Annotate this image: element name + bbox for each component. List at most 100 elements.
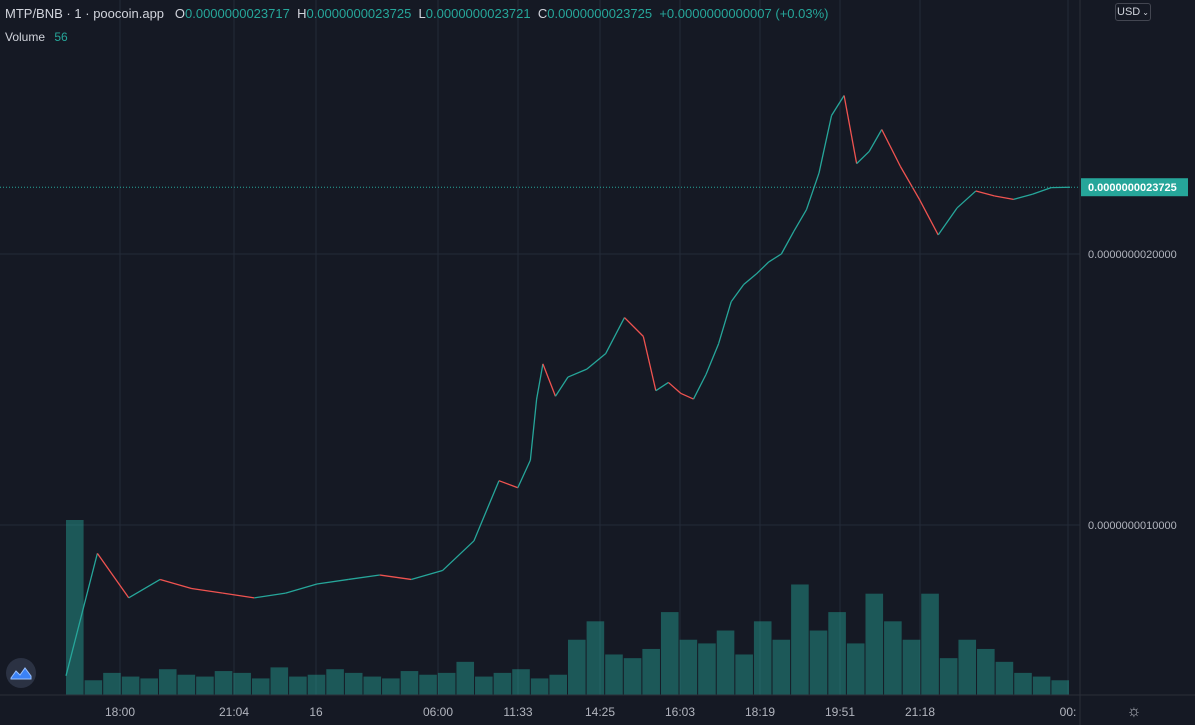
- price-segment: [956, 190, 977, 209]
- currency-selector[interactable]: USD ⌄: [1115, 3, 1151, 21]
- close-value: 0.0000000023725: [547, 6, 653, 21]
- price-segment: [379, 574, 412, 581]
- price-segment: [159, 578, 192, 590]
- x-tick-label: 18:00: [105, 705, 135, 719]
- volume-bar: [493, 672, 512, 695]
- volume-bar: [660, 612, 679, 695]
- currency-label: USD: [1117, 6, 1141, 18]
- price-segment: [567, 368, 588, 378]
- price-segment: [667, 381, 682, 394]
- change-value: +0.0000000000007 (+0.03%): [659, 6, 829, 21]
- y-tick-label: 0.0000000010000: [1088, 520, 1177, 532]
- x-tick-label: 11:33: [503, 705, 532, 719]
- price-segment: [624, 317, 644, 337]
- price-segment: [868, 129, 883, 152]
- x-tick-label: 18:19: [745, 705, 775, 719]
- price-segment: [994, 195, 1014, 200]
- volume-bar: [772, 639, 791, 695]
- x-tick-label: 16:03: [665, 705, 695, 719]
- volume-bar: [214, 671, 233, 695]
- volume-bar: [177, 674, 196, 695]
- last-price-label: 0.0000000023725: [1088, 182, 1177, 194]
- price-segment: [316, 578, 349, 585]
- volume-bar: [363, 676, 382, 695]
- volume-bar: [791, 584, 809, 695]
- high-value: 0.0000000023725: [306, 6, 412, 21]
- y-tick-label: 0.0000000020000: [1088, 249, 1177, 261]
- price-segment: [586, 353, 607, 370]
- price-segment: [900, 166, 920, 200]
- volume-bar: [568, 639, 586, 695]
- poocoin-logo-icon[interactable]: [6, 658, 36, 688]
- volume-bar: [66, 520, 84, 695]
- chart-legend: MTP/BNB · 1 · poocoin.app O0.00000000237…: [5, 6, 829, 21]
- price-segment: [605, 317, 626, 354]
- volume-bar: [344, 672, 363, 695]
- volume-bar: [121, 676, 140, 695]
- volume-bar: [326, 669, 344, 695]
- x-tick-label: 21:04: [219, 705, 249, 719]
- volume-bar: [809, 630, 828, 695]
- volume-legend: Volume 56: [5, 30, 68, 44]
- low-value: 0.0000000023721: [425, 6, 531, 21]
- x-tick-label: 21:18: [905, 705, 935, 719]
- volume-bar: [586, 621, 605, 695]
- volume-bar: [400, 671, 419, 695]
- price-segment: [793, 209, 808, 232]
- price-segment: [285, 583, 318, 594]
- volume-bar: [623, 658, 642, 695]
- price-segment: [128, 578, 161, 599]
- price-segment: [410, 569, 443, 581]
- volume-bar: [475, 676, 493, 695]
- volume-bar: [512, 669, 530, 695]
- price-segment: [442, 540, 475, 572]
- price-segment: [768, 253, 782, 263]
- price-segment: [680, 392, 694, 400]
- volume-bar: [698, 643, 716, 695]
- low-label: L: [418, 6, 426, 21]
- price-segment: [191, 587, 223, 594]
- price-series: [0, 95, 1080, 676]
- price-segment: [743, 273, 757, 285]
- price-segment: [856, 150, 870, 165]
- volume-bar: [437, 672, 456, 695]
- volume-bar: [884, 621, 902, 695]
- x-tick-label: 00:: [1060, 705, 1077, 719]
- price-segment: [975, 190, 995, 197]
- volume-bar: [679, 639, 698, 695]
- open-label: O: [174, 6, 185, 21]
- price-segment: [730, 284, 745, 303]
- price-segment: [805, 172, 820, 210]
- volume-bar: [753, 621, 772, 695]
- settings-icon[interactable]: ☼: [1126, 703, 1142, 720]
- price-segment: [254, 592, 286, 599]
- price-segment: [830, 95, 845, 116]
- volume-bar: [958, 639, 977, 695]
- volume-bar: [921, 593, 939, 695]
- price-segment: [473, 480, 500, 542]
- volume-bar: [1032, 676, 1051, 695]
- volume-bar: [419, 674, 437, 695]
- volume-bar: [382, 678, 400, 695]
- interval-label[interactable]: 1: [74, 6, 82, 21]
- price-segment: [918, 199, 939, 236]
- volume-bar: [549, 674, 567, 695]
- price-segment: [705, 343, 720, 375]
- volume-bar: [233, 672, 251, 695]
- volume-bar: [1014, 672, 1032, 695]
- x-tick-label: 19:51: [825, 705, 855, 719]
- volume-bar: [605, 654, 623, 695]
- close-label: C: [537, 6, 548, 21]
- x-tick-label: 06:00: [423, 705, 453, 719]
- volume-bar: [158, 669, 177, 695]
- volume-bar: [735, 654, 753, 695]
- volume-bar: [196, 676, 214, 695]
- price-segment: [498, 480, 519, 489]
- price-segment: [542, 363, 557, 397]
- volume-bar: [84, 680, 103, 695]
- volume-bar: [865, 593, 884, 695]
- symbol-label[interactable]: MTP/BNB: [5, 6, 63, 21]
- price-segment: [96, 552, 130, 599]
